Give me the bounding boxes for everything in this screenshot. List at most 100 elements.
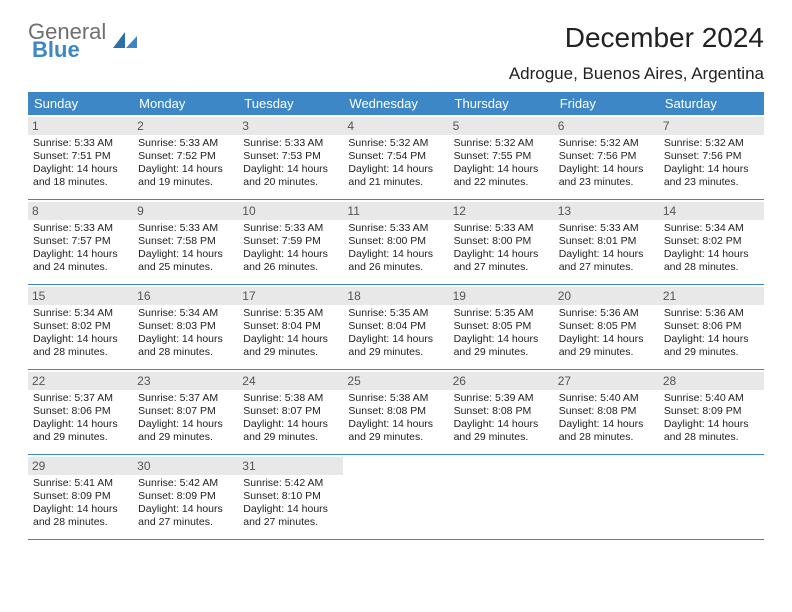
sunrise-line: Sunrise: 5:42 AM <box>243 477 338 490</box>
daylight-line: Daylight: 14 hours and 29 minutes. <box>138 418 233 444</box>
day-number: 28 <box>659 372 764 390</box>
daylight-line: Daylight: 14 hours and 28 minutes. <box>33 333 128 359</box>
sunrise-line: Sunrise: 5:33 AM <box>243 137 338 150</box>
sunrise-line: Sunrise: 5:37 AM <box>138 392 233 405</box>
sunset-line: Sunset: 8:05 PM <box>454 320 549 333</box>
day-cell: 13Sunrise: 5:33 AMSunset: 8:01 PMDayligh… <box>554 200 659 284</box>
day-cell: 28Sunrise: 5:40 AMSunset: 8:09 PMDayligh… <box>659 370 764 454</box>
day-header: Sunday <box>28 92 133 115</box>
daylight-line: Daylight: 14 hours and 23 minutes. <box>664 163 759 189</box>
day-number: 5 <box>449 117 554 135</box>
brand-text: General Blue <box>28 22 106 60</box>
day-header: Wednesday <box>343 92 448 115</box>
title-block: December 2024 Adrogue, Buenos Aires, Arg… <box>509 22 764 84</box>
sunset-line: Sunset: 7:53 PM <box>243 150 338 163</box>
day-number: 25 <box>343 372 448 390</box>
sunrise-line: Sunrise: 5:33 AM <box>348 222 443 235</box>
day-number: 31 <box>238 457 343 475</box>
sunset-line: Sunset: 7:59 PM <box>243 235 338 248</box>
sunset-line: Sunset: 8:07 PM <box>243 405 338 418</box>
brand-sail-icon <box>111 30 139 52</box>
sunrise-line: Sunrise: 5:33 AM <box>559 222 654 235</box>
day-number: 11 <box>343 202 448 220</box>
page: General Blue December 2024 Adrogue, Buen… <box>0 0 792 540</box>
day-header: Thursday <box>449 92 554 115</box>
calendar-header-row: SundayMondayTuesdayWednesdayThursdayFrid… <box>28 92 764 115</box>
daylight-line: Daylight: 14 hours and 27 minutes. <box>243 503 338 529</box>
sunset-line: Sunset: 8:03 PM <box>138 320 233 333</box>
sunrise-line: Sunrise: 5:38 AM <box>243 392 338 405</box>
day-cell: 12Sunrise: 5:33 AMSunset: 8:00 PMDayligh… <box>449 200 554 284</box>
top-bar: General Blue December 2024 Adrogue, Buen… <box>28 22 764 84</box>
day-cell: 25 Sunrise: 5:38 AMSunset: 8:08 PMDayligh… <box>343 370 448 454</box>
daylight-line: Daylight: 14 hours and 28 minutes. <box>138 333 233 359</box>
daylight-line: Daylight: 14 hours and 28 minutes. <box>664 248 759 274</box>
day-number: 30 <box>133 457 238 475</box>
calendar-week: 22Sunrise: 5:37 AMSunset: 8:06 PMDayligh… <box>28 370 764 455</box>
daylight-line: Daylight: 14 hours and 18 minutes. <box>33 163 128 189</box>
sunset-line: Sunset: 8:05 PM <box>559 320 654 333</box>
day-cell <box>449 455 554 539</box>
sunrise-line: Sunrise: 5:34 AM <box>33 307 128 320</box>
sunset-line: Sunset: 8:00 PM <box>454 235 549 248</box>
day-cell: 10Sunrise: 5:33 AMSunset: 7:59 PMDayligh… <box>238 200 343 284</box>
day-cell: 29Sunrise: 5:41 AMSunset: 8:09 PMDayligh… <box>28 455 133 539</box>
sunrise-line: Sunrise: 5:38 AM <box>348 392 443 405</box>
daylight-line: Daylight: 14 hours and 27 minutes. <box>454 248 549 274</box>
daylight-line: Daylight: 14 hours and 26 minutes. <box>243 248 338 274</box>
daylight-line: Daylight: 14 hours and 20 minutes. <box>243 163 338 189</box>
daylight-line: Daylight: 14 hours and 23 minutes. <box>559 163 654 189</box>
day-number: 20 <box>554 287 659 305</box>
day-cell: 16Sunrise: 5:34 AMSunset: 8:03 PMDayligh… <box>133 285 238 369</box>
sunrise-line: Sunrise: 5:32 AM <box>664 137 759 150</box>
sunset-line: Sunset: 8:09 PM <box>33 490 128 503</box>
sunset-line: Sunset: 8:00 PM <box>348 235 443 248</box>
sunrise-line: Sunrise: 5:37 AM <box>33 392 128 405</box>
daylight-line: Daylight: 14 hours and 28 minutes. <box>664 418 759 444</box>
sunrise-line: Sunrise: 5:42 AM <box>138 477 233 490</box>
sunset-line: Sunset: 8:04 PM <box>243 320 338 333</box>
day-header: Tuesday <box>238 92 343 115</box>
sunset-line: Sunset: 8:02 PM <box>664 235 759 248</box>
day-cell: 3Sunrise: 5:33 AMSunset: 7:53 PMDaylight… <box>238 115 343 199</box>
sunset-line: Sunset: 7:56 PM <box>559 150 654 163</box>
sunset-line: Sunset: 8:08 PM <box>559 405 654 418</box>
sunrise-line: Sunrise: 5:35 AM <box>348 307 443 320</box>
calendar-week: 1Sunrise: 5:33 AMSunset: 7:51 PMDaylight… <box>28 115 764 200</box>
daylight-line: Daylight: 14 hours and 22 minutes. <box>454 163 549 189</box>
day-number: 16 <box>133 287 238 305</box>
brand-logo: General Blue <box>28 22 139 60</box>
day-cell: 26Sunrise: 5:39 AMSunset: 8:08 PMDayligh… <box>449 370 554 454</box>
sunset-line: Sunset: 7:57 PM <box>33 235 128 248</box>
day-number: 2 <box>133 117 238 135</box>
sunset-line: Sunset: 8:07 PM <box>138 405 233 418</box>
day-number: 1 <box>28 117 133 135</box>
sunset-line: Sunset: 8:08 PM <box>348 405 443 418</box>
day-number: 17 <box>238 287 343 305</box>
daylight-line: Daylight: 14 hours and 28 minutes. <box>33 503 128 529</box>
day-cell: 2Sunrise: 5:33 AMSunset: 7:52 PMDaylight… <box>133 115 238 199</box>
sunset-line: Sunset: 7:56 PM <box>664 150 759 163</box>
sunrise-line: Sunrise: 5:33 AM <box>33 137 128 150</box>
day-number: 29 <box>28 457 133 475</box>
sunset-line: Sunset: 8:06 PM <box>33 405 128 418</box>
daylight-line: Daylight: 14 hours and 29 minutes. <box>243 333 338 359</box>
sunset-line: Sunset: 8:04 PM <box>348 320 443 333</box>
sunset-line: Sunset: 8:09 PM <box>664 405 759 418</box>
day-cell: 1Sunrise: 5:33 AMSunset: 7:51 PMDaylight… <box>28 115 133 199</box>
day-cell: 5Sunrise: 5:32 AMSunset: 7:55 PMDaylight… <box>449 115 554 199</box>
sunset-line: Sunset: 8:10 PM <box>243 490 338 503</box>
day-cell: 11Sunrise: 5:33 AMSunset: 8:00 PMDayligh… <box>343 200 448 284</box>
day-cell: 6Sunrise: 5:32 AMSunset: 7:56 PMDaylight… <box>554 115 659 199</box>
location-line: Adrogue, Buenos Aires, Argentina <box>509 64 764 84</box>
sunrise-line: Sunrise: 5:33 AM <box>454 222 549 235</box>
daylight-line: Daylight: 14 hours and 29 minutes. <box>348 333 443 359</box>
day-number: 24 <box>238 372 343 390</box>
day-header: Monday <box>133 92 238 115</box>
day-number: 8 <box>28 202 133 220</box>
day-cell: 30Sunrise: 5:42 AMSunset: 8:09 PMDayligh… <box>133 455 238 539</box>
day-number: 13 <box>554 202 659 220</box>
daylight-line: Daylight: 14 hours and 28 minutes. <box>559 418 654 444</box>
sunrise-line: Sunrise: 5:36 AM <box>559 307 654 320</box>
daylight-line: Daylight: 14 hours and 29 minutes. <box>348 418 443 444</box>
